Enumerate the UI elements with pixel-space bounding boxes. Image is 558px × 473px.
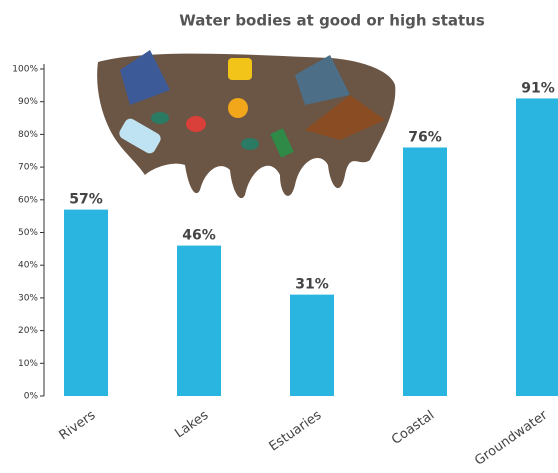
y-tick-label: 70%	[18, 163, 38, 173]
bar	[403, 147, 447, 396]
y-tick-label: 0%	[24, 392, 39, 402]
x-tick-label: Groundwater	[472, 407, 551, 468]
can	[186, 116, 206, 132]
x-tick-label: Estuaries	[267, 408, 325, 455]
y-tick-label: 50%	[18, 228, 38, 238]
y-tick-label: 60%	[18, 195, 38, 205]
can	[228, 58, 252, 80]
chart-title: Water bodies at good or high status	[179, 12, 485, 30]
fish	[228, 98, 248, 118]
y-tick-label: 30%	[18, 293, 38, 303]
bar	[177, 245, 221, 396]
x-tick-label: Lakes	[172, 408, 211, 442]
trash-illustration	[97, 50, 396, 199]
y-tick-label: 100%	[12, 65, 38, 75]
y-tick-label: 80%	[18, 130, 38, 140]
x-tick-label: Coastal	[389, 408, 437, 448]
bar	[64, 209, 108, 396]
y-tick-label: 90%	[18, 97, 38, 107]
y-tick-label: 40%	[18, 261, 38, 271]
value-label: 46%	[182, 228, 216, 244]
x-tick-label: Rivers	[57, 408, 99, 444]
trash-bag	[295, 55, 350, 105]
box	[305, 95, 385, 140]
y-tick-label: 10%	[18, 359, 38, 369]
value-label: 57%	[69, 192, 103, 208]
y-tick-label: 20%	[18, 326, 38, 336]
bar	[290, 294, 334, 396]
trash-bag	[120, 50, 170, 105]
bars	[64, 98, 558, 397]
debris	[241, 138, 259, 150]
value-label: 91%	[521, 80, 555, 96]
value-label: 76%	[408, 129, 442, 145]
debris	[151, 112, 169, 124]
bottle	[119, 118, 161, 154]
value-label: 31%	[295, 277, 329, 293]
bar	[516, 98, 558, 397]
bottle	[270, 128, 294, 158]
